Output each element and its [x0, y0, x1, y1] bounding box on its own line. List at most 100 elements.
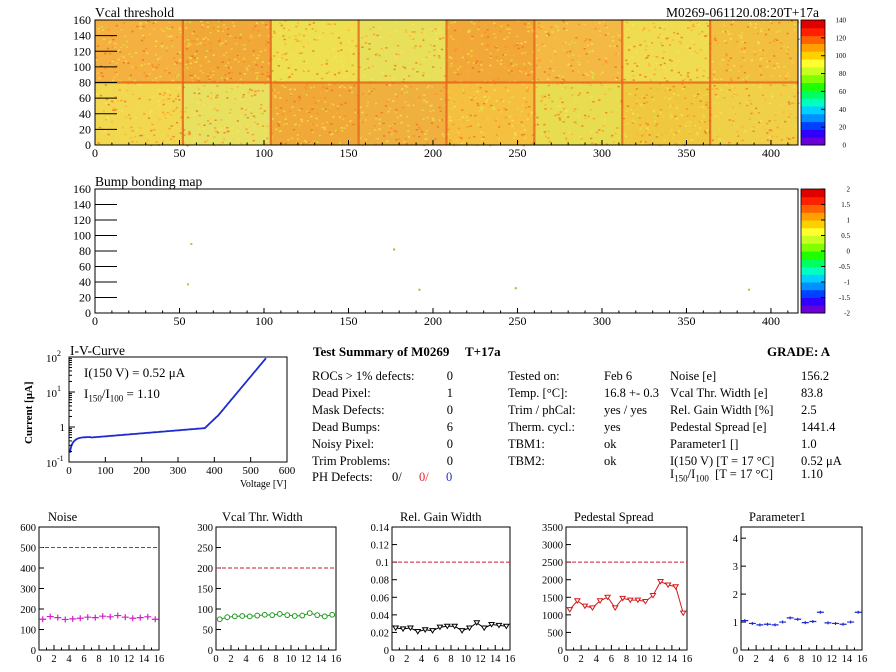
vcal-ytick-label: 100 — [73, 60, 91, 74]
roc-plot-frame-3 — [565, 526, 688, 651]
roc-plot-point — [611, 605, 619, 611]
chip-tile-14 — [622, 20, 711, 83]
gain-width-plot-title: Rel. Gain Width — [400, 510, 482, 524]
roc-plot-xtick-label: 10 — [109, 654, 120, 665]
defect-row-value: 0 — [446, 437, 453, 451]
bump-color-scale-swatch — [801, 235, 825, 244]
bump-scale-label: -2 — [844, 310, 850, 318]
bump-ytick-label: 0 — [85, 306, 91, 320]
vcal-color-scale-swatch — [801, 51, 825, 60]
bump-xtick-label: 300 — [593, 314, 611, 328]
roc-plot-point — [114, 612, 122, 619]
roc-plot-ytick-label: 3500 — [542, 523, 563, 534]
bump-ytick-label: 20 — [79, 291, 91, 305]
ratio-row-value: 1.10 — [801, 467, 823, 481]
iv-title: I-V-Curve — [70, 343, 125, 358]
vcal-ytick-label: 160 — [73, 13, 91, 27]
vcal-color-scale-swatch — [801, 129, 825, 138]
roc-plot-frame-1 — [215, 526, 337, 651]
bump-defect-point — [393, 248, 396, 251]
parameter-row-label: I(150 V) [T = 17 °C] — [670, 454, 775, 468]
iv-ylabel: Current [μA] — [23, 381, 35, 444]
roc-plot-point — [779, 620, 787, 624]
roc-plot-point — [136, 614, 144, 621]
grade-label: GRADE: A — [767, 344, 831, 359]
roc-plot-point — [566, 607, 574, 613]
defect-row-label: Dead Bumps: — [312, 420, 381, 434]
vcal-scale-label: 20 — [839, 124, 847, 132]
roc-plot-point — [741, 619, 749, 623]
roc-plot-point — [443, 623, 451, 630]
roc-plot-ytick-label: 2 — [733, 590, 738, 601]
bump-color-scale-swatch — [801, 305, 825, 314]
roc-plot-point — [824, 621, 832, 625]
chip-tile-1 — [182, 82, 271, 145]
condition-row-value: yes — [604, 420, 621, 434]
chip-tile-7 — [710, 82, 798, 145]
roc-plot-xtick-label: 4 — [419, 654, 425, 665]
roc-plot-ytick-label: 200 — [20, 605, 36, 616]
bump-ytick-label: 140 — [73, 198, 91, 212]
roc-plot-point — [254, 612, 261, 619]
condition-row-label: Therm. cycl.: — [508, 420, 575, 434]
bump-scale-label: 1 — [847, 217, 851, 225]
roc-plot-point — [106, 613, 114, 620]
bump-ytick-label: 60 — [79, 260, 91, 274]
vcal-width-plot-title: Vcal Thr. Width — [222, 510, 303, 524]
vcal-xtick-label: 50 — [173, 146, 185, 160]
roc-plot-xtick-label: 4 — [769, 654, 775, 665]
iv-ytick-label: 10 — [46, 353, 58, 365]
bump-xtick-label: 250 — [508, 314, 526, 328]
roc-plot-point — [816, 610, 824, 614]
roc-plot-point — [771, 623, 779, 627]
parameter-row-label: Vcal Thr. Width [e] — [670, 386, 768, 400]
bump-map-frame — [94, 188, 799, 314]
vcal-scale-label: 80 — [839, 70, 847, 78]
roc-plot-xtick-label: 4 — [594, 654, 600, 665]
roc-plot-point — [39, 616, 47, 623]
roc-plot-ytick-label: 2000 — [542, 576, 563, 587]
roc-plot-ytick-label: 0 — [208, 646, 213, 657]
roc-plot-ytick-label: 300 — [20, 585, 36, 596]
vcal-xtick-label: 100 — [255, 146, 273, 160]
chip-tile-6 — [622, 82, 711, 145]
bump-color-scale-swatch — [801, 243, 825, 252]
roc-plot-point — [801, 621, 809, 625]
roc-plot-point — [634, 597, 642, 604]
condition-row-value: ok — [604, 454, 617, 468]
defect-row-value: 0 — [446, 403, 453, 417]
iv-ratio-slash: /I — [101, 386, 110, 401]
roc-plot-ytick-label: 0 — [558, 646, 563, 657]
condition-row-value: yes / yes — [604, 403, 648, 417]
roc-plot-ytick-label: 0.02 — [371, 628, 389, 639]
roc-plot-point — [121, 614, 129, 621]
bump-scale-label: -0.5 — [839, 263, 851, 271]
roc-plot-point — [619, 595, 627, 602]
roc-plot-point — [321, 613, 328, 620]
roc-plot-xtick-label: 8 — [448, 654, 453, 665]
bump-ytick-label: 40 — [79, 275, 91, 289]
roc-plot-xtick-label: 12 — [301, 654, 312, 665]
vcal-ytick-label: 60 — [79, 91, 91, 105]
roc-plot-point — [46, 613, 54, 620]
roc-plot-xtick-label: 4 — [243, 654, 249, 665]
vcal-xtick-label: 350 — [677, 146, 695, 160]
roc-plot-point — [847, 620, 855, 624]
roc-plot-ytick-label: 0 — [733, 646, 738, 657]
vcal-color-scale-swatch — [801, 121, 825, 130]
iv-ytick-label: 1 — [60, 422, 66, 434]
roc-plot-xtick-label: 2 — [228, 654, 233, 665]
parameter-row-label: Pedestal Spread [e] — [670, 420, 767, 434]
vcal-ytick-label: 140 — [73, 29, 91, 43]
roc-plot-point — [91, 614, 99, 621]
roc-plot-xtick-label: 12 — [652, 654, 663, 665]
roc-plot-ytick-label: 3000 — [542, 541, 563, 552]
bump-color-scale-swatch — [801, 196, 825, 205]
roc-plot-xtick-label: 16 — [857, 654, 868, 665]
bump-map-title: Bump bonding map — [95, 174, 203, 189]
vcal-color-scale-swatch — [801, 43, 825, 52]
roc-plot-point — [641, 599, 649, 605]
roc-plot-point — [69, 615, 77, 622]
roc-plot-xtick-label: 14 — [139, 654, 150, 665]
roc-plot-point — [473, 620, 481, 626]
